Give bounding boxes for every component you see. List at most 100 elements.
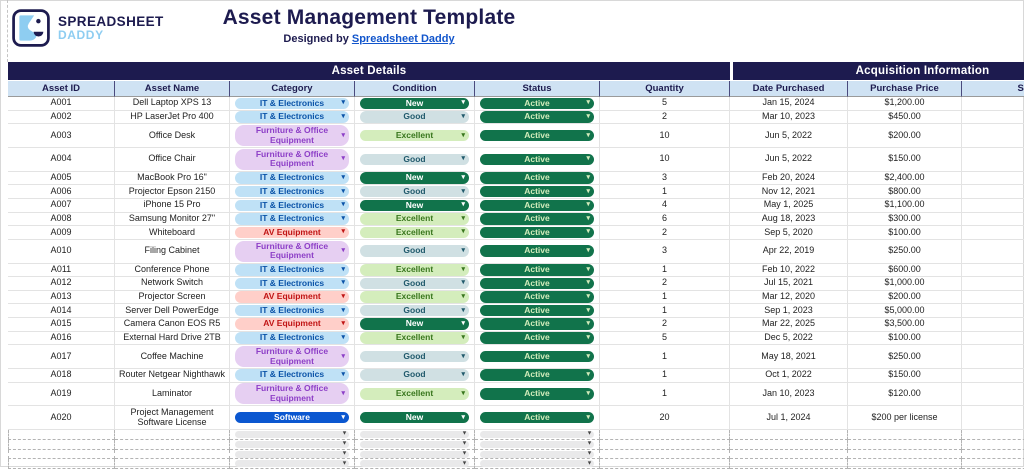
- category-cell: IT & Electronics ▾: [230, 97, 355, 111]
- condition-dropdown[interactable]: Good ▾: [360, 153, 469, 166]
- condition-dropdown[interactable]: Good ▾: [360, 277, 469, 290]
- supplier-cell: Ap: [962, 199, 1024, 213]
- condition-dropdown[interactable]: Good ▾: [360, 111, 469, 123]
- condition-dropdown[interactable]: New ▾: [360, 199, 469, 212]
- condition-dropdown[interactable]: Good ▾: [360, 185, 469, 198]
- status-dropdown[interactable]: Active ▾: [480, 185, 594, 198]
- date-purchased-cell: May 1, 2025: [730, 198, 848, 213]
- status-dropdown-label: Active: [524, 111, 550, 122]
- category-dropdown[interactable]: ▾: [235, 431, 349, 438]
- status-dropdown[interactable]: Active ▾: [480, 226, 594, 239]
- condition-dropdown[interactable]: Good ▾: [360, 245, 469, 257]
- category-dropdown[interactable]: Furniture & Office Equipment ▾: [235, 345, 349, 368]
- condition-dropdown[interactable]: ▾: [360, 431, 469, 438]
- status-dropdown[interactable]: ▾: [480, 450, 594, 458]
- supplier-cell: Fello: [962, 383, 1024, 407]
- status-dropdown[interactable]: Active ▾: [480, 388, 594, 400]
- condition-dropdown[interactable]: New ▾: [360, 97, 469, 110]
- category-dropdown[interactable]: ▾: [235, 460, 349, 468]
- category-dropdown[interactable]: IT & Electronics ▾: [235, 277, 349, 290]
- quantity-cell: [600, 449, 730, 460]
- status-dropdown[interactable]: Active ▾: [480, 369, 594, 381]
- asset-id-cell: A015: [8, 317, 115, 332]
- chevron-down-icon: ▾: [586, 187, 590, 195]
- left-gutter-dashed-line: [7, 0, 8, 62]
- category-dropdown[interactable]: IT & Electronics ▾: [235, 172, 349, 184]
- chevron-down-icon: ▾: [342, 440, 346, 447]
- quantity-cell: 10: [600, 147, 730, 172]
- category-dropdown[interactable]: IT & Electronics ▾: [235, 111, 349, 123]
- status-dropdown[interactable]: Active ▾: [480, 213, 594, 225]
- condition-cell: ▾: [355, 430, 475, 440]
- category-dropdown[interactable]: AV Equipment ▾: [235, 291, 349, 303]
- quantity-cell: 20: [600, 406, 730, 431]
- status-dropdown-label: Active: [524, 304, 550, 315]
- category-dropdown[interactable]: Furniture & Office Equipment ▾: [235, 148, 349, 170]
- condition-dropdown[interactable]: Good ▾: [360, 304, 469, 317]
- asset-id-cell: A001: [8, 97, 115, 111]
- condition-dropdown-label: Good: [403, 304, 426, 315]
- category-dropdown[interactable]: Furniture & Office Equipment ▾: [235, 125, 349, 147]
- category-dropdown[interactable]: ▾: [235, 441, 349, 448]
- condition-dropdown[interactable]: New ▾: [360, 411, 469, 424]
- status-dropdown-label: Active: [524, 277, 550, 288]
- status-dropdown[interactable]: Active ▾: [480, 111, 594, 123]
- asset-name-cell: Dell Laptop XPS 13: [115, 97, 230, 111]
- category-dropdown[interactable]: IT & Electronics ▾: [235, 304, 349, 317]
- status-dropdown[interactable]: Active ▾: [480, 350, 594, 363]
- spreadsheet-daddy-link[interactable]: Spreadsheet Daddy: [351, 33, 455, 45]
- condition-dropdown[interactable]: Good ▾: [360, 350, 469, 363]
- category-cell: Furniture & Office Equipment ▾: [230, 147, 355, 172]
- condition-dropdown[interactable]: Excellent ▾: [360, 226, 469, 239]
- category-cell: IT & Electronics ▾: [230, 212, 355, 227]
- condition-dropdown[interactable]: New ▾: [360, 172, 469, 184]
- status-dropdown[interactable]: ▾: [480, 431, 594, 438]
- condition-dropdown[interactable]: ▾: [360, 441, 469, 448]
- condition-cell: Good ▾: [355, 345, 475, 369]
- status-dropdown[interactable]: Active ▾: [480, 304, 594, 317]
- condition-dropdown[interactable]: Excellent ▾: [360, 213, 469, 225]
- status-dropdown-label: Active: [524, 411, 550, 422]
- date-purchased-cell: Oct 1, 2022: [730, 368, 848, 383]
- condition-dropdown[interactable]: Good ▾: [360, 369, 469, 381]
- category-dropdown[interactable]: IT & Electronics ▾: [235, 213, 349, 225]
- table-row: A014 Server Dell PowerEdge IT & Electronic…: [8, 304, 1024, 318]
- category-dropdown[interactable]: IT & Electronics ▾: [235, 185, 349, 198]
- category-dropdown[interactable]: ▾: [235, 450, 349, 458]
- condition-dropdown[interactable]: Excellent ▾: [360, 129, 469, 142]
- condition-dropdown[interactable]: New ▾: [360, 318, 469, 330]
- status-dropdown[interactable]: ▾: [480, 441, 594, 448]
- status-dropdown[interactable]: Active ▾: [480, 264, 594, 276]
- category-dropdown[interactable]: IT & Electronics ▾: [235, 199, 349, 212]
- condition-dropdown[interactable]: Excellent ▾: [360, 291, 469, 303]
- condition-dropdown[interactable]: Excellent ▾: [360, 388, 469, 400]
- category-dropdown[interactable]: AV Equipment ▾: [235, 226, 349, 239]
- condition-dropdown[interactable]: ▾: [360, 460, 469, 468]
- chevron-down-icon: ▾: [587, 430, 591, 437]
- category-dropdown[interactable]: Furniture & Office Equipment ▾: [235, 383, 349, 405]
- status-dropdown[interactable]: Active ▾: [480, 245, 594, 257]
- status-cell: Active ▾: [475, 277, 600, 291]
- condition-dropdown[interactable]: Excellent ▾: [360, 264, 469, 276]
- condition-dropdown[interactable]: Excellent ▾: [360, 332, 469, 344]
- status-dropdown[interactable]: Active ▾: [480, 199, 594, 212]
- status-dropdown[interactable]: ▾: [480, 460, 594, 468]
- status-dropdown[interactable]: Active ▾: [480, 291, 594, 303]
- category-dropdown[interactable]: Software ▾: [235, 411, 349, 424]
- status-dropdown[interactable]: Active ▾: [480, 172, 594, 184]
- category-dropdown[interactable]: IT & Electronics ▾: [235, 264, 349, 276]
- status-dropdown[interactable]: Active ▾: [480, 97, 594, 110]
- status-dropdown[interactable]: Active ▾: [480, 332, 594, 344]
- category-dropdown[interactable]: AV Equipment ▾: [235, 318, 349, 330]
- status-dropdown[interactable]: Active ▾: [480, 411, 594, 424]
- category-dropdown[interactable]: Furniture & Office Equipment ▾: [235, 240, 349, 262]
- category-dropdown[interactable]: IT & Electronics ▾: [235, 369, 349, 381]
- condition-dropdown[interactable]: ▾: [360, 450, 469, 458]
- category-dropdown[interactable]: IT & Electronics ▾: [235, 332, 349, 344]
- category-dropdown[interactable]: IT & Electronics ▾: [235, 97, 349, 110]
- status-dropdown[interactable]: Active ▾: [480, 129, 594, 142]
- status-dropdown[interactable]: Active ▾: [480, 318, 594, 330]
- quantity-cell: 10: [600, 124, 730, 148]
- status-dropdown[interactable]: Active ▾: [480, 277, 594, 290]
- status-dropdown[interactable]: Active ▾: [480, 153, 594, 166]
